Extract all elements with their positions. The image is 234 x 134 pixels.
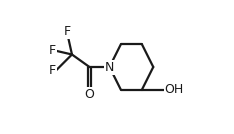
Text: F: F bbox=[63, 25, 70, 38]
Text: OH: OH bbox=[165, 83, 184, 96]
Text: F: F bbox=[49, 64, 56, 77]
Text: O: O bbox=[84, 88, 94, 101]
Text: F: F bbox=[49, 44, 56, 57]
Text: N: N bbox=[105, 60, 114, 74]
